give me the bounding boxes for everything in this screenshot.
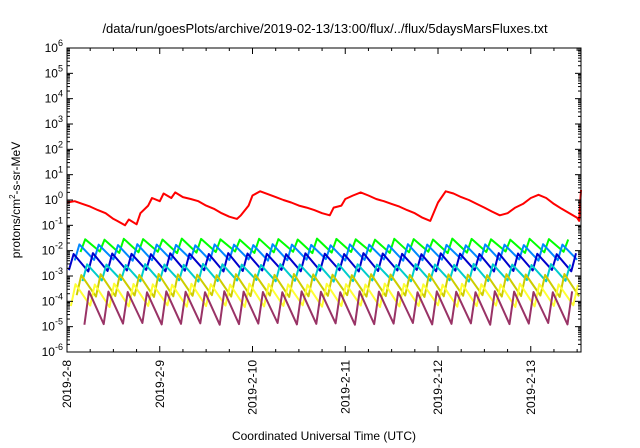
series-line (75, 273, 580, 298)
x-axis-label: Coordinated Universal Time (UTC) (232, 429, 416, 443)
x-tick-label: 2019-2-12 (431, 360, 445, 415)
x-tick-label: 2019-2-10 (246, 360, 260, 415)
series-line (67, 252, 577, 273)
y-tick-label: 106 (45, 38, 63, 55)
y-tick-label: 10-4 (42, 291, 63, 308)
y-tick-label: 101 (45, 165, 63, 182)
x-tick-label: 2019-2-8 (60, 360, 74, 408)
series-line (79, 237, 570, 255)
x-tick-label: 2019-2-11 (338, 360, 352, 414)
y-tick-label: 100 (45, 190, 63, 207)
y-tick-label: 105 (45, 63, 63, 80)
y-tick-label: 102 (45, 139, 63, 156)
y-tick-label: 10-5 (42, 317, 63, 334)
x-axis: 2019-2-8 2019-2-9 2019-2-10 2019-2-11 2019-2… (60, 48, 578, 415)
y-tick-label: 104 (45, 89, 63, 106)
y-tick-label: 103 (45, 114, 63, 131)
series-layer (66, 189, 582, 326)
y-axis-label: protons/cm2-s-sr-MeV (8, 142, 23, 258)
y-tick-label: 10-2 (42, 241, 63, 258)
x-tick-label: 2019-2-13 (524, 360, 538, 415)
y-axis: 10-6 10-5 10-4 10-3 10-2 10-1 100 101 102 103 104 1… (42, 38, 581, 359)
y-tick-label: 10-6 (42, 342, 63, 359)
y-tick-label: 10-1 (42, 215, 63, 232)
series-line (66, 189, 582, 227)
series-line (81, 262, 572, 283)
y-tick-label: 10-3 (42, 266, 63, 283)
x-tick-label: 2019-2-9 (153, 360, 167, 408)
series-line (83, 290, 574, 326)
series-line (73, 243, 578, 262)
chart-title: /data/run/goesPlots/archive/2019-02-13/1… (102, 21, 548, 36)
series-line (69, 282, 579, 308)
